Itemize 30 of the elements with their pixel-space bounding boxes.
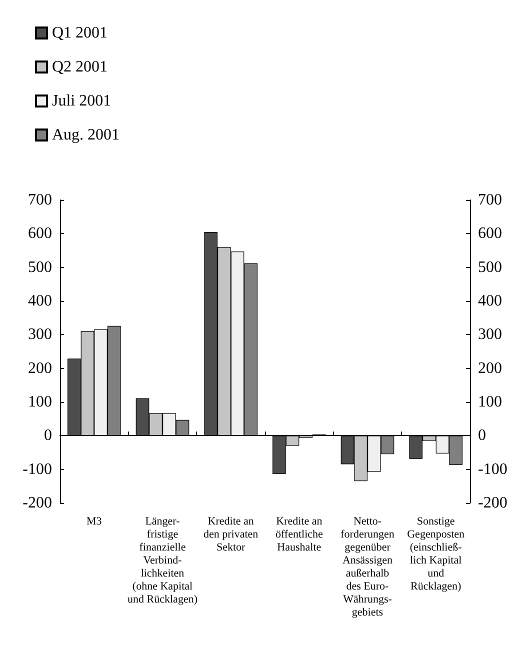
y2-tick-label: 100 xyxy=(478,394,502,410)
y2-tick-label: 500 xyxy=(478,258,502,276)
x-tick-label: Länger- fristige finanzielle Verbind- lichkeiten (ohne Kapital und Rücklagen) xyxy=(128,516,198,606)
legend-label: Aug. 2001 xyxy=(52,126,120,144)
y-tick-label: 400 xyxy=(28,292,52,310)
legend-label: Q1 2001 xyxy=(52,24,108,42)
x-tick-label: Netto- forderungen gegenüber Ansässigen außerhalb des Euro- Währungs- gebiets xyxy=(340,516,395,618)
y2-tick-label: 0 xyxy=(478,427,486,444)
y2-tick-label: 600 xyxy=(478,225,502,242)
y2-tick-label: 700 xyxy=(478,192,502,208)
legend-label: Q2 2001 xyxy=(52,58,108,76)
x-tick-label: Kredite an öffentliche Haushalte xyxy=(275,516,323,554)
y-tick-label: 300 xyxy=(28,326,52,344)
y-tick-label: 100 xyxy=(28,394,52,410)
y2-tick-label: 300 xyxy=(478,326,502,344)
y-tick-label: 0 xyxy=(44,427,52,444)
y-tick-label: 600 xyxy=(28,225,52,242)
x-tick-label: M3 xyxy=(86,516,102,528)
legend-label: Juli 2001 xyxy=(52,92,112,110)
y2-tick-label: -200 xyxy=(478,494,508,512)
y-tick-label: 500 xyxy=(28,258,52,276)
y-tick-label: -100 xyxy=(22,460,52,478)
y2-tick-label: 400 xyxy=(478,292,502,310)
y-tick-label: 200 xyxy=(28,360,52,377)
x-tick-label: Sonstige Gegenposten (einschließ- lich Kapital und Rücklagen) xyxy=(407,516,466,592)
y2-tick-label: -100 xyxy=(478,460,508,478)
y-tick-label: 700 xyxy=(28,192,52,208)
x-tick-label: Kredite an den privaten Sektor xyxy=(203,516,259,554)
y2-tick-label: 200 xyxy=(478,360,502,377)
y-tick-label: -200 xyxy=(22,494,52,512)
